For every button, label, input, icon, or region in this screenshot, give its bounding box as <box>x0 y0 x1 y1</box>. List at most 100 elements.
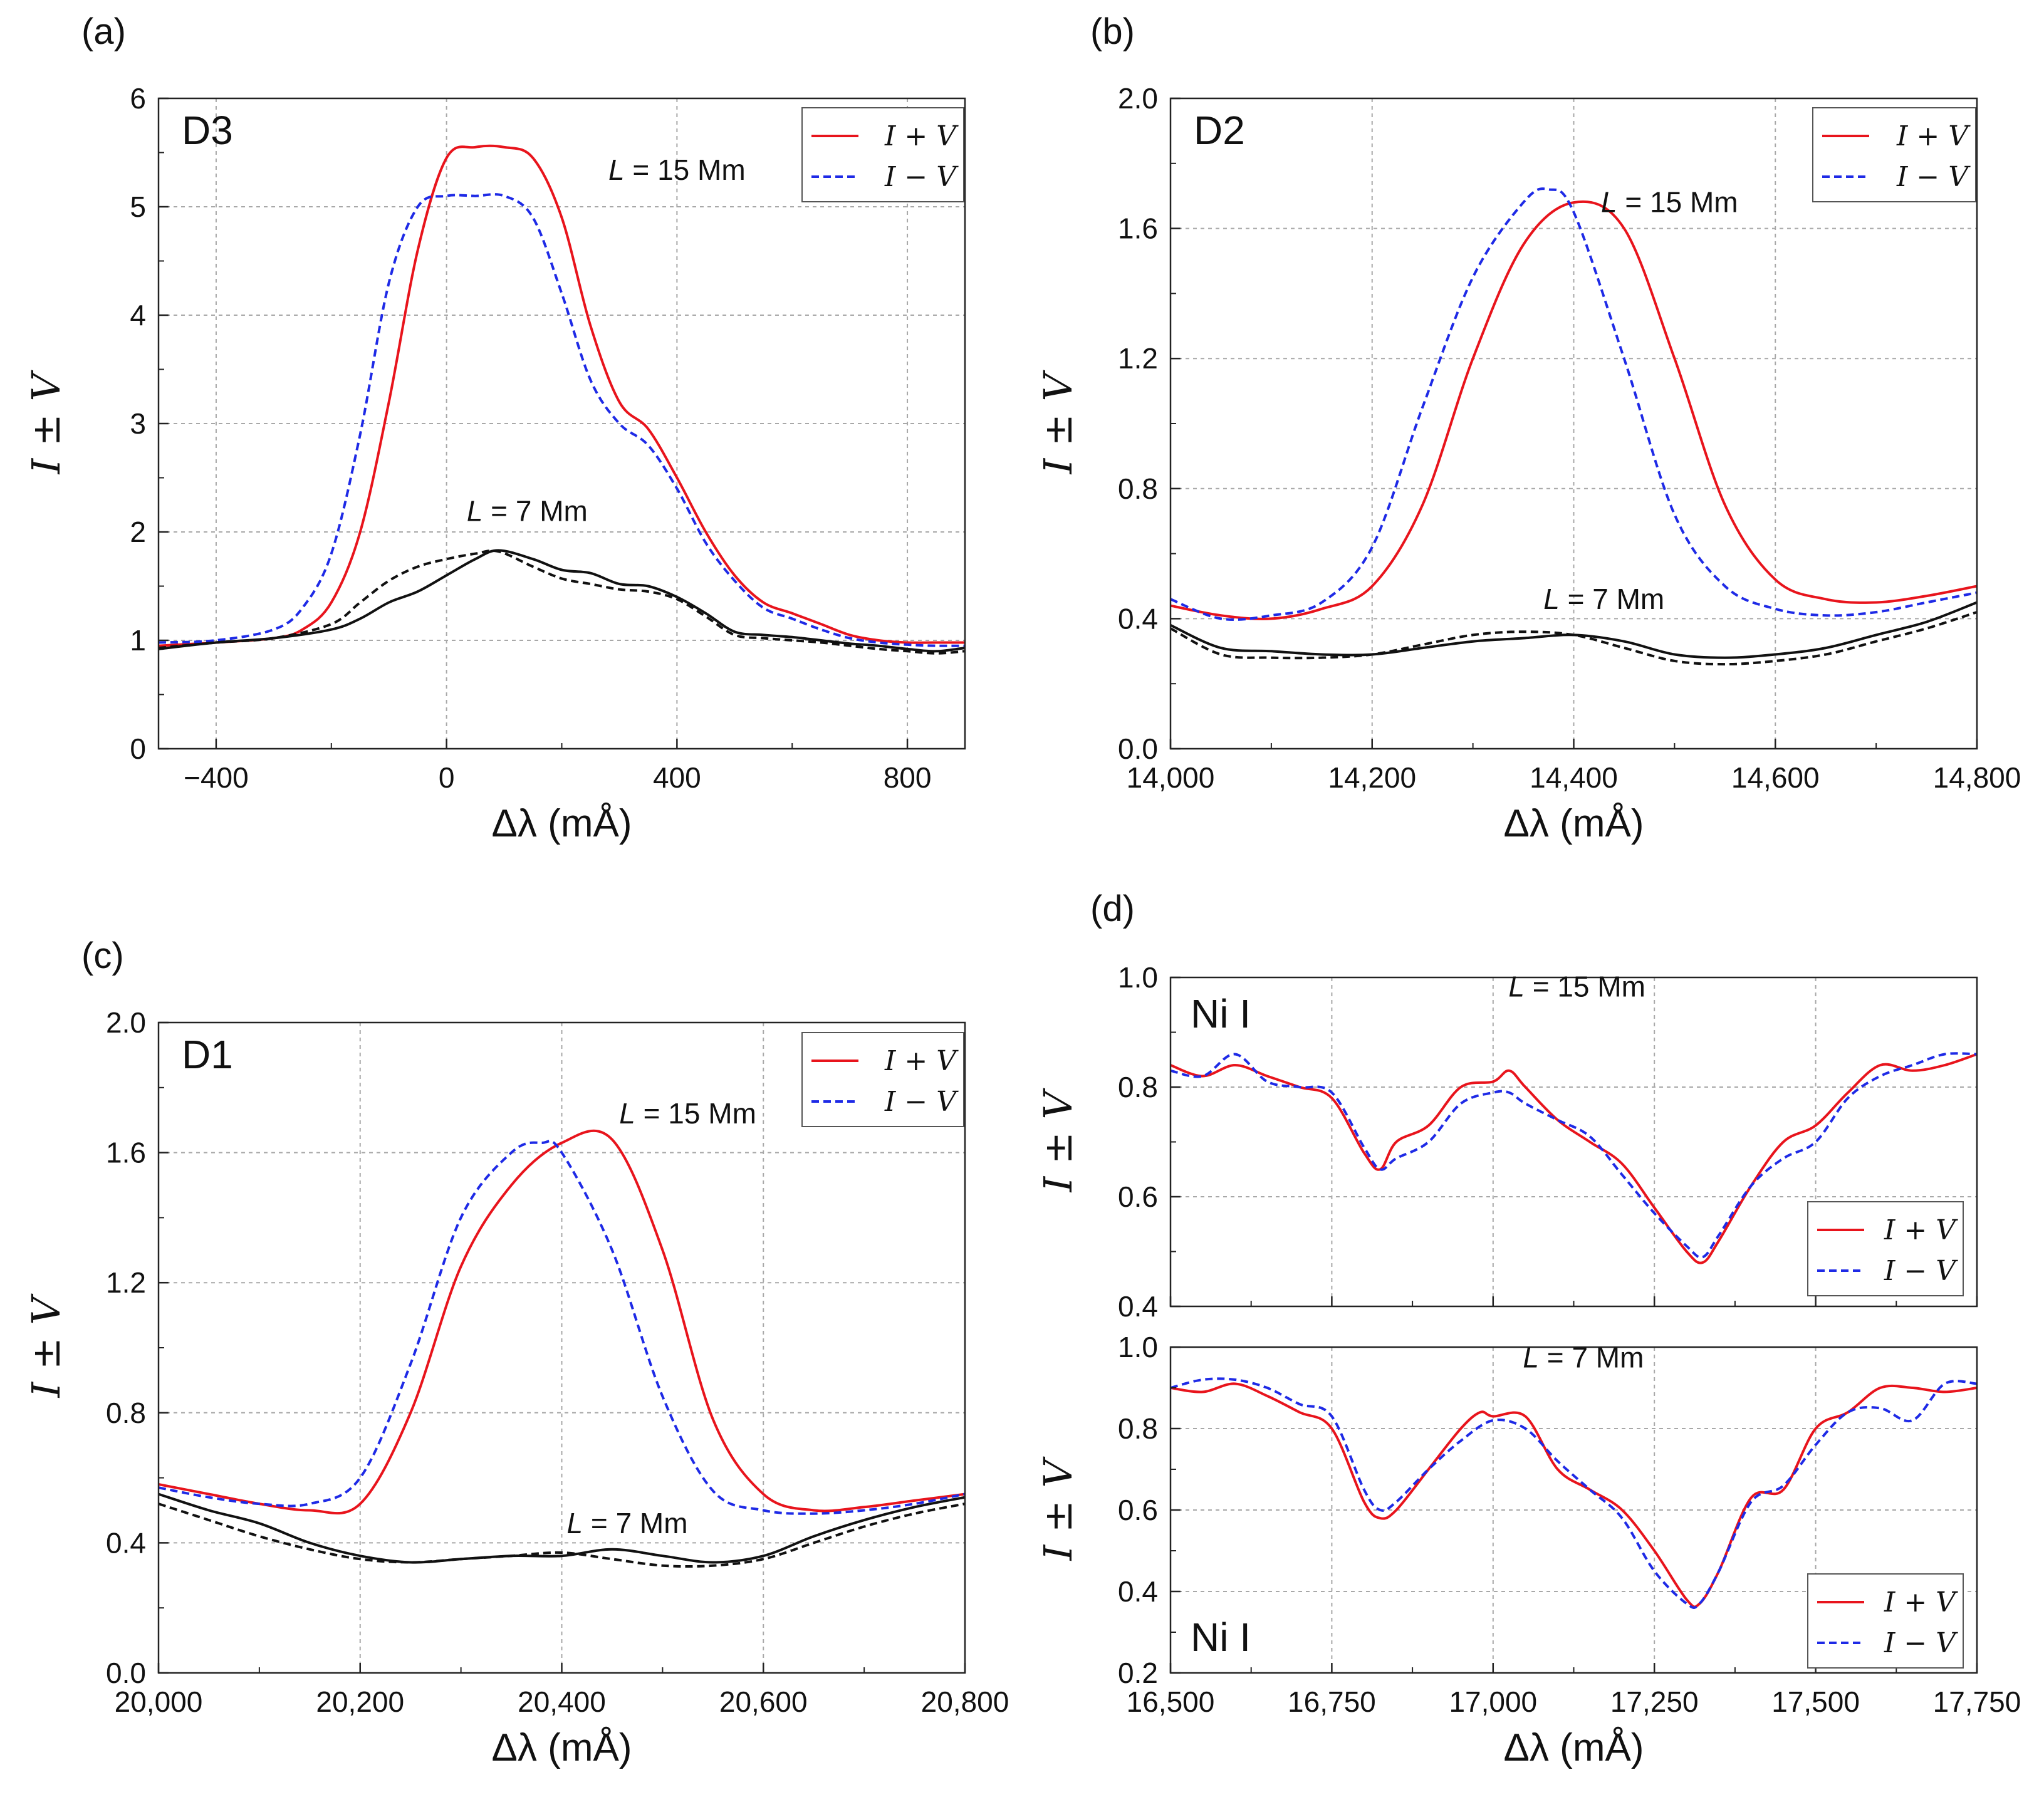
line-name: Ni I <box>1191 1615 1251 1660</box>
y-tick-label: 1 <box>130 624 146 657</box>
line-name: D2 <box>1194 108 1245 153</box>
chart-c: 20,000 20,200 20,400 20,600 20,800 0.0 0.4 0.8 1… <box>23 935 1009 1769</box>
annotation-label: L = 7 Mm <box>567 1507 688 1539</box>
legend-label-1: I + V <box>884 1045 959 1077</box>
legend: I + V I − V <box>1812 107 1976 202</box>
series-line-4 <box>1171 611 1977 666</box>
annotation-label: L = 15 Mm <box>1601 186 1738 219</box>
series-line-1 <box>1171 200 1977 620</box>
y-tick-label: 0.4 <box>1118 602 1158 635</box>
x-axis-label: Δλ (mÅ) <box>1504 1726 1644 1769</box>
x-tick-label: 20,000 <box>115 1685 203 1718</box>
legend-label-2: I − V <box>1884 1627 1958 1659</box>
x-tick-label: 20,600 <box>719 1685 808 1718</box>
y-tick-label: 1.0 <box>1118 1331 1158 1363</box>
series-line-2 <box>1171 187 1977 621</box>
x-tick-label: 17,000 <box>1449 1685 1537 1718</box>
series-line-2 <box>159 193 965 647</box>
x-tick-label: 16,750 <box>1288 1685 1376 1718</box>
y-tick-label: 2.0 <box>1118 82 1158 115</box>
y-tick-label: 1.0 <box>1118 961 1158 994</box>
annotation-label: L = 15 Mm <box>1508 971 1645 1003</box>
x-tick-label: 14,200 <box>1328 761 1416 794</box>
y-tick-label: 0.4 <box>1118 1290 1158 1323</box>
y-tick-label: 0.2 <box>1118 1657 1158 1689</box>
legend-box <box>1807 1201 1964 1296</box>
y-tick-label: 1.6 <box>106 1137 146 1169</box>
x-tick-label: 14,400 <box>1530 761 1618 794</box>
y-axis-label: I ± V <box>23 369 69 474</box>
y-tick-label: 6 <box>130 82 146 115</box>
series-line-2 <box>1171 1052 1977 1259</box>
legend-label-2: I − V <box>884 1086 959 1118</box>
series-line-2 <box>1171 1377 1977 1609</box>
y-tick-label: 2.0 <box>106 1006 146 1039</box>
x-tick-label: −400 <box>184 761 249 794</box>
legend-label-1: I + V <box>1884 1214 1958 1246</box>
series-line-4 <box>159 1502 965 1568</box>
series-line-3 <box>159 1492 965 1564</box>
x-tick-label: 14,600 <box>1731 761 1820 794</box>
y-tick-label: 0.8 <box>1118 1071 1158 1103</box>
legend-box <box>801 1032 964 1127</box>
y-tick-label: 0.6 <box>1118 1494 1158 1526</box>
legend-label-1: I + V <box>1884 1586 1958 1618</box>
legend: I + V I − V <box>1807 1201 1964 1296</box>
x-tick-label: 17,500 <box>1771 1685 1860 1718</box>
x-axis-label: Δλ (mÅ) <box>492 802 632 845</box>
x-axis-label: Δλ (mÅ) <box>492 1726 632 1769</box>
series-line-1 <box>159 144 965 647</box>
y-tick-label: 5 <box>130 190 146 223</box>
y-tick-label: 0.4 <box>1118 1575 1158 1608</box>
series-group <box>1171 187 1977 666</box>
legend: I + V I − V <box>1807 1573 1964 1669</box>
x-tick-label: 17,750 <box>1933 1685 2021 1718</box>
legend-label-2: I − V <box>1896 161 1971 193</box>
legend-box <box>801 107 964 202</box>
chart-d_top: 0.40.60.81.0I ± V(d)Ni IL = 15 MmI + VI … <box>1035 888 1978 1323</box>
y-tick-label: 4 <box>130 299 146 331</box>
chart-a: −400 0 400 800 0 1 2 3 4 5 6 Δλ (mÅ) I ± V (a) D3 L = 1… <box>23 11 966 845</box>
chart-d_bottom: 16,500 16,750 17,000 17,250 17,500 17,750 0.2 0… <box>1035 1331 2021 1769</box>
annotation-label: L = 7 Mm <box>1543 583 1664 615</box>
annotation-label: L = 7 Mm <box>467 495 588 528</box>
line-name: D1 <box>182 1032 233 1077</box>
series-group <box>1171 1377 1977 1609</box>
y-axis-label: I ± V <box>1035 1087 1081 1192</box>
legend-label-2: I − V <box>884 161 959 193</box>
y-tick-label: 0 <box>130 732 146 765</box>
y-tick-label: 1.6 <box>1118 212 1158 245</box>
legend-box <box>1812 107 1976 202</box>
panel-label: (c) <box>81 935 124 976</box>
x-tick-label: 20,400 <box>518 1685 606 1718</box>
series-line-1 <box>1171 1382 1977 1608</box>
y-tick-label: 0.0 <box>106 1657 146 1689</box>
x-tick-label: 17,250 <box>1610 1685 1699 1718</box>
panel-label: (b) <box>1090 11 1135 52</box>
annotation-label: L = 15 Mm <box>608 154 746 186</box>
legend: I + V I − V <box>801 1032 964 1127</box>
y-axis-label: I ± V <box>1035 369 1081 474</box>
y-tick-label: 0.4 <box>106 1526 146 1559</box>
series-line-2 <box>159 1140 965 1515</box>
y-tick-label: 0.8 <box>106 1397 146 1429</box>
x-tick-label: 20,200 <box>316 1685 404 1718</box>
legend-label-1: I + V <box>884 120 959 152</box>
legend-box <box>1807 1573 1964 1669</box>
series-line-1 <box>159 1129 965 1515</box>
x-tick-label: 14,000 <box>1127 761 1215 794</box>
x-tick-label: 800 <box>884 761 932 794</box>
x-tick-label: 14,800 <box>1933 761 2021 794</box>
series-group <box>159 1129 965 1568</box>
annotation-label: L = 7 Mm <box>1523 1341 1644 1374</box>
line-name: Ni I <box>1191 991 1251 1036</box>
x-tick-label: 400 <box>653 761 701 794</box>
legend: I + V I − V <box>801 107 964 202</box>
series-line-1 <box>1171 1053 1977 1264</box>
series-line-3 <box>159 549 965 653</box>
x-axis-label: Δλ (mÅ) <box>1504 802 1644 845</box>
y-tick-label: 0.0 <box>1118 732 1158 765</box>
series-group <box>1171 1052 1977 1264</box>
y-tick-label: 1.2 <box>106 1266 146 1299</box>
